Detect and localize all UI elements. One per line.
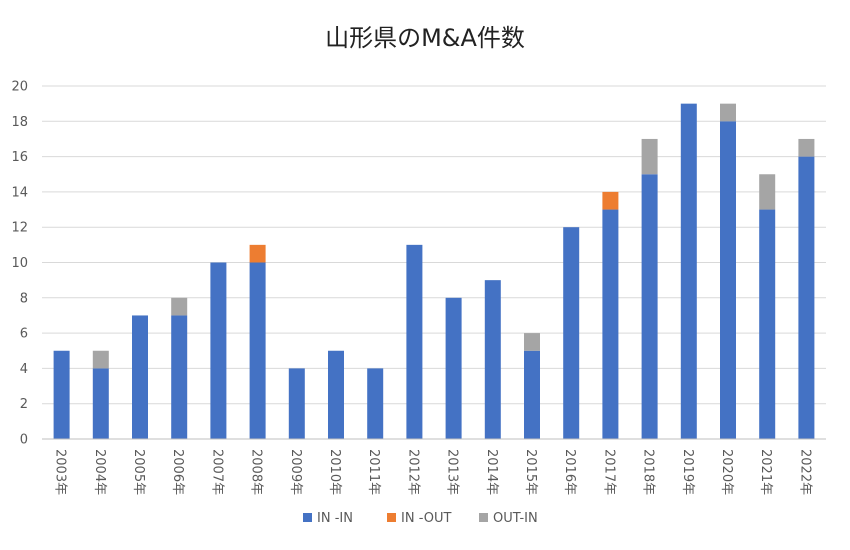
- bar-segment: [680, 103, 697, 440]
- x-tick-label: 2007年: [209, 449, 224, 495]
- x-tick-label: 2005年: [131, 449, 146, 495]
- y-tick-label: 12: [11, 221, 28, 236]
- y-axis-ticks: 0 2 4 6 8 10 12 14 16 18 20: [11, 80, 28, 448]
- x-tick-label: 2021年: [758, 449, 773, 495]
- bar-segment: [171, 297, 188, 316]
- bar-segment: [641, 138, 658, 175]
- legend-swatch: [303, 513, 312, 522]
- y-tick-label: 18: [11, 115, 28, 130]
- x-tick-label: 2003年: [53, 449, 68, 495]
- bar-segment: [602, 191, 619, 210]
- bar-segment: [406, 244, 423, 439]
- x-tick-label: 2015年: [523, 449, 538, 495]
- x-tick-label: 2006年: [170, 449, 185, 495]
- bars: [53, 103, 815, 440]
- bar-segment: [798, 156, 815, 439]
- chart-title: 山形県のM&A件数: [325, 24, 525, 52]
- bar-segment: [798, 138, 815, 157]
- bar-segment: [288, 368, 305, 439]
- x-tick-label: 2011年: [366, 449, 381, 495]
- x-tick-label: 2020年: [719, 449, 734, 495]
- bar-segment: [759, 174, 776, 210]
- x-tick-label: 2022年: [797, 449, 812, 495]
- bar-segment: [563, 227, 580, 439]
- bar-segment: [92, 368, 109, 439]
- bar-segment: [445, 297, 462, 439]
- legend: IN -IN IN -OUT OUT-IN: [303, 511, 538, 526]
- bar-segment: [641, 174, 658, 439]
- y-tick-label: 20: [11, 80, 28, 95]
- x-tick-label: 2017年: [601, 449, 616, 495]
- bar-segment: [328, 350, 344, 439]
- bar-segment: [720, 103, 736, 122]
- legend-label: IN -IN: [317, 511, 353, 526]
- y-tick-label: 14: [11, 185, 28, 200]
- y-tick-label: 6: [20, 327, 28, 342]
- bar-segment: [249, 262, 266, 439]
- legend-swatch: [479, 513, 488, 522]
- bar-segment: [249, 244, 266, 263]
- x-tick-label: 2016年: [562, 449, 577, 495]
- x-tick-label: 2019年: [680, 449, 695, 495]
- x-tick-label: 2010年: [327, 449, 342, 495]
- bar-segment: [53, 350, 70, 439]
- bar-segment: [759, 209, 776, 439]
- x-tick-label: 2012年: [405, 449, 420, 495]
- bar-segment: [171, 315, 188, 439]
- x-tick-label: 2014年: [484, 449, 499, 495]
- x-tick-label: 2013年: [445, 449, 460, 495]
- bar-segment: [92, 350, 109, 369]
- x-axis-ticks: 2003年 2004年 2005年 2006年 2007年 2008年 2009年 2010年…: [53, 449, 813, 495]
- gridlines: [42, 85, 826, 405]
- x-tick-label: 2004年: [92, 449, 107, 495]
- bar-segment: [132, 315, 148, 439]
- x-tick-label: 2009年: [288, 449, 303, 495]
- bar-segment: [524, 350, 540, 439]
- y-tick-label: 2: [20, 397, 28, 412]
- y-tick-label: 8: [20, 291, 28, 306]
- x-tick-label: 2008年: [249, 449, 264, 495]
- legend-label: OUT-IN: [493, 511, 538, 526]
- bar-segment: [524, 333, 540, 351]
- bar-segment: [602, 209, 619, 439]
- legend-label: IN -OUT: [401, 511, 451, 526]
- y-tick-label: 0: [20, 433, 28, 448]
- bar-segment: [367, 368, 384, 439]
- bar-segment: [720, 121, 736, 440]
- legend-swatch: [387, 513, 396, 522]
- bar-segment: [484, 280, 501, 439]
- y-tick-label: 4: [20, 362, 28, 377]
- y-tick-label: 10: [11, 256, 28, 271]
- bar-segment: [210, 262, 227, 439]
- y-tick-label: 16: [11, 150, 28, 165]
- x-tick-label: 2018年: [641, 449, 656, 495]
